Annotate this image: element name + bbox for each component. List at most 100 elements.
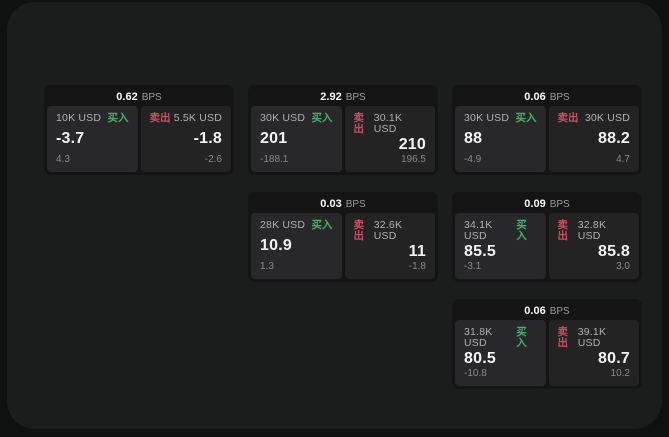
quote-card: 0.09 BPS 34.1K USD 买入 85.5 -3.1 卖出 32.8K… bbox=[452, 192, 642, 282]
sell-amount: 5.5K USD bbox=[173, 112, 222, 124]
sell-amount: 32.8K USD bbox=[577, 219, 607, 242]
sell-panel-top: 卖出 39.1K USD bbox=[558, 327, 631, 348]
sell-price: -1.8 bbox=[193, 130, 222, 148]
spread-value: 2.92 bbox=[320, 91, 342, 103]
sell-label: 卖出 bbox=[557, 112, 579, 124]
buy-label: 买入 bbox=[515, 112, 537, 124]
sell-delta: 10.2 bbox=[610, 368, 630, 379]
quote-panels: 28K USD 买入 10.9 1.3 卖出 32.6K USD 11 -1.8 bbox=[251, 213, 435, 279]
buy-price: 10.9 bbox=[260, 237, 292, 255]
sell-panel-top: 卖出 5.5K USD bbox=[150, 113, 223, 124]
buy-panel[interactable]: 30K USD 买入 88 -4.9 bbox=[455, 106, 546, 172]
spread-unit-label: BPS bbox=[549, 305, 570, 317]
cards-grid: 0.62 BPS 10K USD 买入 -3.7 4.3 卖出 5.5K USD… bbox=[44, 85, 642, 389]
buy-panel-top: 30K USD 买入 bbox=[260, 113, 333, 124]
sell-label: 卖出 bbox=[353, 219, 365, 242]
buy-price: 201 bbox=[260, 130, 288, 148]
buy-panel[interactable]: 30K USD 买入 201 -188.1 bbox=[251, 106, 342, 172]
spread-value: 0.09 bbox=[524, 198, 546, 210]
buy-label: 买入 bbox=[311, 219, 333, 231]
buy-amount: 30K USD bbox=[260, 112, 306, 124]
sell-amount: 30.1K USD bbox=[373, 112, 403, 135]
buy-label: 买入 bbox=[107, 112, 129, 124]
sell-panel-top: 卖出 32.8K USD bbox=[558, 220, 631, 241]
sell-panel-top: 卖出 30.1K USD bbox=[354, 113, 427, 134]
sell-panel[interactable]: 卖出 32.8K USD 85.8 3.0 bbox=[548, 213, 639, 279]
sell-label: 卖出 bbox=[557, 219, 569, 242]
quote-card: 0.03 BPS 28K USD 买入 10.9 1.3 卖出 32.6K US… bbox=[248, 192, 438, 282]
buy-delta: -10.8 bbox=[464, 368, 487, 379]
buy-price: -3.7 bbox=[56, 130, 85, 148]
sell-price: 80.7 bbox=[598, 349, 630, 367]
quote-card-header: 0.62 BPS bbox=[47, 88, 231, 106]
sell-label: 卖出 bbox=[557, 326, 569, 349]
buy-amount: 30K USD bbox=[464, 112, 510, 124]
sell-price: 88.2 bbox=[598, 130, 630, 148]
sell-amount: 39.1K USD bbox=[577, 326, 607, 349]
sell-amount: 30K USD bbox=[584, 112, 630, 124]
quote-card-header: 0.03 BPS bbox=[251, 195, 435, 213]
sell-panel-top: 卖出 30K USD bbox=[558, 113, 631, 124]
buy-delta: -4.9 bbox=[464, 154, 482, 165]
buy-panel[interactable]: 28K USD 买入 10.9 1.3 bbox=[251, 213, 342, 279]
spread-unit-label: BPS bbox=[345, 198, 366, 210]
buy-price: 85.5 bbox=[464, 242, 496, 260]
buy-delta: -188.1 bbox=[260, 154, 289, 165]
quote-card: 0.06 BPS 30K USD 买入 88 -4.9 卖出 30K USD 8… bbox=[452, 85, 642, 175]
spread-unit-label: BPS bbox=[345, 91, 366, 103]
quote-card-header: 0.09 BPS bbox=[455, 195, 639, 213]
buy-label: 买入 bbox=[516, 219, 527, 242]
buy-delta: 4.3 bbox=[56, 154, 70, 165]
sell-delta: -2.6 bbox=[204, 154, 222, 165]
main-surface: 0.62 BPS 10K USD 买入 -3.7 4.3 卖出 5.5K USD… bbox=[7, 2, 662, 429]
buy-panel[interactable]: 10K USD 买入 -3.7 4.3 bbox=[47, 106, 138, 172]
spread-value: 0.62 bbox=[116, 91, 138, 103]
spread-value: 0.06 bbox=[524, 91, 546, 103]
buy-price: 88 bbox=[464, 130, 483, 148]
quote-card-header: 0.06 BPS bbox=[455, 88, 639, 106]
sell-delta: 4.7 bbox=[616, 154, 630, 165]
buy-amount: 10K USD bbox=[56, 112, 102, 124]
quote-panels: 30K USD 买入 201 -188.1 卖出 30.1K USD 210 1… bbox=[251, 106, 435, 172]
quote-card-header: 0.06 BPS bbox=[455, 302, 639, 320]
quote-panels: 34.1K USD 买入 85.5 -3.1 卖出 32.8K USD 85.8… bbox=[455, 213, 639, 279]
sell-label: 卖出 bbox=[149, 112, 171, 124]
buy-panel-top: 28K USD 买入 bbox=[260, 220, 333, 231]
sell-amount: 32.6K USD bbox=[373, 219, 403, 242]
quote-panels: 30K USD 买入 88 -4.9 卖出 30K USD 88.2 4.7 bbox=[455, 106, 639, 172]
buy-amount: 34.1K USD bbox=[464, 219, 493, 242]
buy-panel-top: 31.8K USD 买入 bbox=[464, 327, 537, 348]
spread-unit-label: BPS bbox=[549, 198, 570, 210]
sell-panel[interactable]: 卖出 39.1K USD 80.7 10.2 bbox=[548, 320, 639, 386]
buy-amount: 31.8K USD bbox=[464, 326, 493, 349]
sell-panel[interactable]: 卖出 5.5K USD -1.8 -2.6 bbox=[140, 106, 231, 172]
sell-delta: 196.5 bbox=[400, 154, 426, 165]
quote-card: 0.62 BPS 10K USD 买入 -3.7 4.3 卖出 5.5K USD… bbox=[44, 85, 234, 175]
sell-delta: -1.8 bbox=[408, 261, 426, 272]
spread-value: 0.06 bbox=[524, 305, 546, 317]
quote-card-header: 2.92 BPS bbox=[251, 88, 435, 106]
quote-panels: 31.8K USD 买入 80.5 -10.8 卖出 39.1K USD 80.… bbox=[455, 320, 639, 386]
spread-unit-label: BPS bbox=[141, 91, 162, 103]
sell-label: 卖出 bbox=[353, 112, 365, 135]
buy-panel-top: 10K USD 买入 bbox=[56, 113, 129, 124]
buy-amount: 28K USD bbox=[260, 219, 306, 231]
quote-card: 0.06 BPS 31.8K USD 买入 80.5 -10.8 卖出 39.1… bbox=[452, 299, 642, 389]
sell-panel[interactable]: 卖出 32.6K USD 11 -1.8 bbox=[344, 213, 435, 279]
buy-panel[interactable]: 34.1K USD 买入 85.5 -3.1 bbox=[455, 213, 546, 279]
buy-delta: 1.3 bbox=[260, 261, 274, 272]
buy-panel-top: 34.1K USD 买入 bbox=[464, 220, 537, 241]
sell-price: 11 bbox=[408, 242, 426, 260]
buy-panel[interactable]: 31.8K USD 买入 80.5 -10.8 bbox=[455, 320, 546, 386]
buy-delta: -3.1 bbox=[464, 261, 482, 272]
buy-label: 买入 bbox=[516, 326, 527, 349]
quote-panels: 10K USD 买入 -3.7 4.3 卖出 5.5K USD -1.8 -2.… bbox=[47, 106, 231, 172]
buy-price: 80.5 bbox=[464, 349, 496, 367]
sell-panel-top: 卖出 32.6K USD bbox=[354, 220, 427, 241]
spread-value: 0.03 bbox=[320, 198, 342, 210]
sell-price: 85.8 bbox=[598, 242, 630, 260]
quote-card: 2.92 BPS 30K USD 买入 201 -188.1 卖出 30.1K … bbox=[248, 85, 438, 175]
sell-panel[interactable]: 卖出 30K USD 88.2 4.7 bbox=[548, 106, 639, 172]
sell-panel[interactable]: 卖出 30.1K USD 210 196.5 bbox=[344, 106, 435, 172]
